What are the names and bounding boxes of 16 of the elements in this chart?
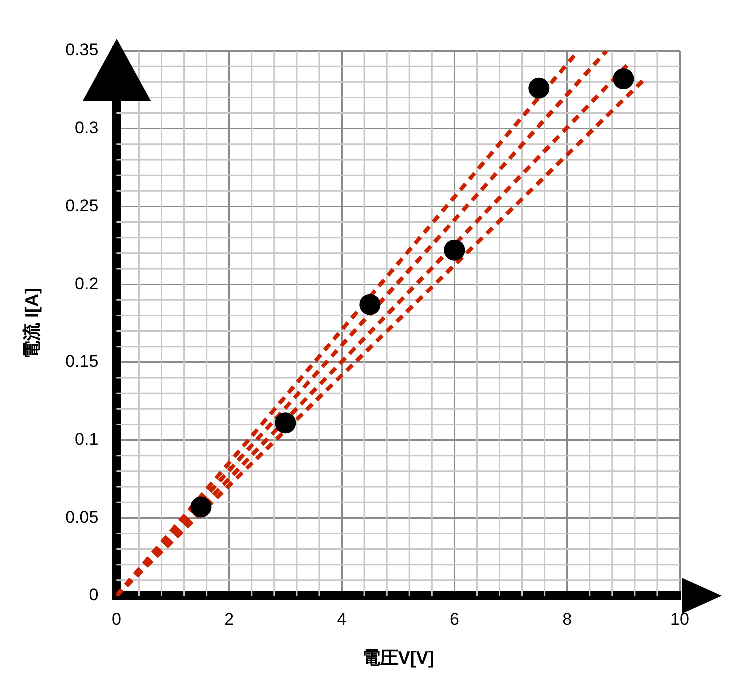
y-tick-label: 0.2 <box>75 274 99 294</box>
x-tick-label: 4 <box>337 610 347 629</box>
y-tick-label: 0.35 <box>66 40 99 60</box>
y-tick-label: 0.05 <box>66 508 99 527</box>
y-axis-title: 電流 I[A] <box>22 288 42 359</box>
x-axis-title: 電圧V[V] <box>362 648 434 668</box>
x-tick-label: 0 <box>112 610 122 629</box>
y-tick-label: 0.1 <box>75 430 99 449</box>
y-tick-label: 0.25 <box>66 196 99 216</box>
x-tick-label: 8 <box>562 610 572 629</box>
x-tick-label: 6 <box>450 610 460 629</box>
y-tick-label: 0.3 <box>75 118 99 138</box>
y-tick-label: 0.15 <box>66 352 99 372</box>
y-tick-label: 0 <box>89 586 99 605</box>
x-tick-label: 10 <box>670 610 690 629</box>
x-tick-label: 2 <box>224 610 234 629</box>
